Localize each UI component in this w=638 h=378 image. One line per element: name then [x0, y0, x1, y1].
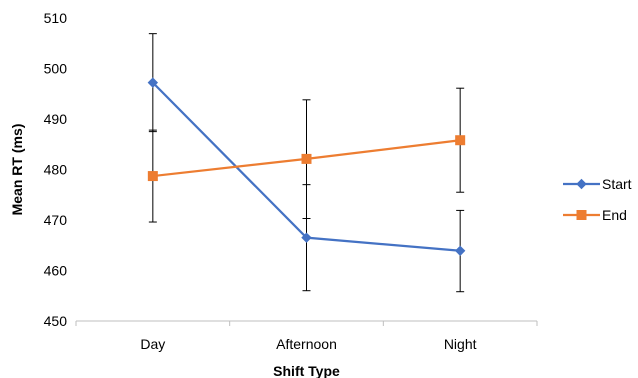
- y-tick-label: 470: [44, 212, 68, 228]
- series-markers: [147, 77, 466, 257]
- data-point-end: [147, 171, 158, 182]
- legend-label-start: Start: [602, 176, 632, 192]
- x-axis-ticks: Day Afternoon Night: [75, 321, 538, 352]
- x-axis-title: Shift Type: [273, 363, 340, 378]
- x-tick-label: Afternoon: [276, 336, 337, 352]
- y-tick-label: 510: [44, 10, 68, 26]
- data-point-end: [455, 135, 466, 146]
- data-point-start: [454, 245, 466, 257]
- y-axis-ticks: 450 460 470 480 490 500 510: [44, 10, 68, 329]
- legend-marker-end: [576, 210, 587, 220]
- data-point-start: [301, 232, 312, 243]
- y-tick-label: 450: [44, 313, 68, 329]
- data-point-start: [147, 77, 159, 88]
- legend: Start End: [563, 176, 632, 223]
- x-tick-label: Night: [444, 336, 477, 352]
- y-tick-label: 500: [44, 61, 68, 77]
- y-axis-title: Mean RT (ms): [9, 124, 25, 216]
- y-tick-label: 460: [44, 263, 68, 279]
- y-tick-label: 480: [44, 162, 68, 178]
- legend-marker-start: [576, 178, 587, 190]
- y-tick-label: 490: [44, 111, 68, 127]
- x-tick-label: Day: [140, 336, 165, 352]
- data-point-end: [301, 153, 312, 164]
- legend-label-end: End: [602, 207, 627, 223]
